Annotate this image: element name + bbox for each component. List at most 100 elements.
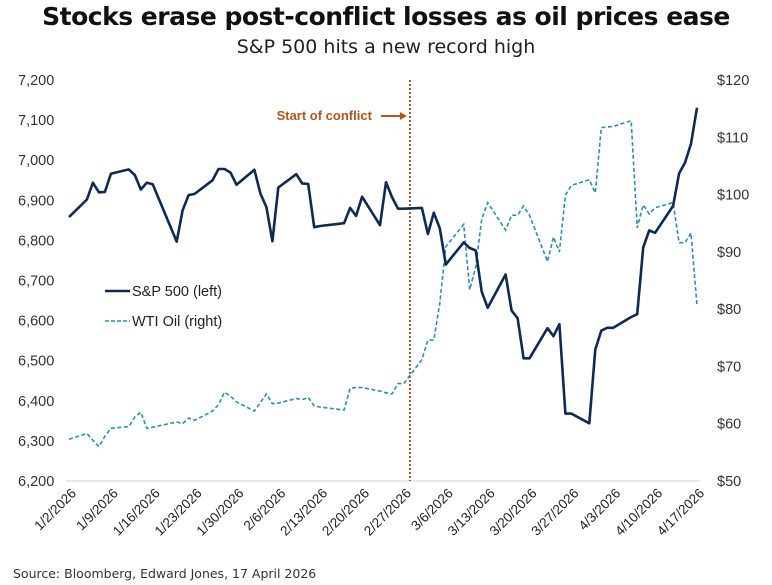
- data-point-sp500: [109, 172, 112, 175]
- data-point-sp500: [181, 209, 184, 212]
- data-point-sp500: [432, 211, 435, 214]
- data-point-sp500: [97, 191, 100, 194]
- data-point-oil: [642, 203, 645, 206]
- data-point-oil: [109, 427, 112, 430]
- left-y-tick-label: 6,300: [18, 434, 54, 450]
- data-point-oil: [355, 386, 358, 389]
- data-point-sp500: [271, 240, 274, 243]
- series-points: [68, 106, 699, 448]
- data-point-oil: [187, 417, 190, 420]
- data-point-sp500: [468, 247, 471, 250]
- data-point-sp500: [235, 183, 238, 186]
- data-point-oil: [127, 425, 130, 428]
- data-point-oil: [313, 405, 316, 408]
- data-point-oil: [438, 302, 441, 305]
- data-point-oil: [648, 213, 651, 216]
- left-y-tick-label: 6,400: [18, 394, 54, 410]
- data-point-oil: [558, 250, 561, 253]
- data-point-oil: [379, 390, 382, 393]
- data-point-sp500: [349, 206, 352, 209]
- data-point-oil: [678, 241, 681, 244]
- data-point-oil: [91, 439, 94, 442]
- data-point-sp500: [480, 290, 483, 293]
- data-point-sp500: [133, 174, 136, 177]
- legend-label-oil: WTI Oil (right): [132, 314, 222, 330]
- data-point-oil: [426, 339, 429, 342]
- data-point-oil: [516, 214, 519, 217]
- data-point-oil: [528, 214, 531, 217]
- data-point-sp500: [223, 168, 226, 171]
- data-point-oil: [217, 403, 220, 406]
- data-point-sp500: [546, 327, 549, 330]
- data-point-sp500: [510, 309, 513, 312]
- data-point-oil: [564, 194, 567, 197]
- data-point-sp500: [420, 206, 423, 209]
- data-point-oil: [630, 119, 633, 122]
- data-point-sp500: [319, 225, 322, 228]
- conflict-label: Start of conflict: [277, 108, 373, 123]
- data-point-oil: [103, 435, 106, 438]
- data-point-oil: [684, 241, 687, 244]
- data-point-sp500: [648, 229, 651, 232]
- source-note: Source: Bloomberg, Edward Jones, 17 Apri…: [13, 566, 317, 581]
- right-y-axis: $50 $60 $70 $80 $90 $100 $110 $120: [717, 73, 749, 490]
- data-point-sp500: [229, 171, 232, 174]
- data-point-sp500: [217, 168, 220, 171]
- data-point-sp500: [594, 348, 597, 351]
- data-point-oil: [85, 432, 88, 435]
- data-point-sp500: [552, 335, 555, 338]
- series-line-wti-oil: [68, 119, 698, 448]
- data-point-sp500: [612, 326, 615, 329]
- data-point-sp500: [277, 186, 280, 189]
- data-point-oil: [504, 229, 507, 232]
- data-point-oil: [151, 426, 154, 429]
- data-point-oil: [68, 438, 71, 441]
- data-point-oil: [444, 245, 447, 248]
- data-point-sp500: [307, 182, 310, 185]
- data-point-sp500: [379, 224, 382, 227]
- data-point-oil: [552, 236, 555, 239]
- data-point-sp500: [265, 206, 268, 209]
- data-point-sp500: [397, 207, 400, 210]
- data-point-sp500: [187, 194, 190, 197]
- left-y-tick-label: 6,600: [18, 314, 54, 330]
- data-point-sp500: [600, 329, 603, 332]
- data-point-sp500: [558, 323, 561, 326]
- series-line-sp500: [68, 107, 699, 425]
- data-point-sp500: [385, 181, 388, 184]
- data-point-sp500: [516, 317, 519, 320]
- data-point-sp500: [642, 246, 645, 249]
- data-point-oil: [588, 178, 591, 181]
- data-point-sp500: [522, 357, 525, 360]
- data-point-sp500: [486, 306, 489, 309]
- data-point-oil: [385, 391, 388, 394]
- conflict-arrow-head: [399, 112, 407, 120]
- data-point-sp500: [474, 249, 477, 252]
- data-point-oil: [223, 391, 226, 394]
- data-point-oil: [295, 397, 298, 400]
- data-point-sp500: [253, 168, 256, 171]
- data-point-sp500: [355, 214, 358, 217]
- data-point-sp500: [636, 313, 639, 316]
- data-point-sp500: [313, 226, 316, 229]
- data-point-sp500: [259, 192, 262, 195]
- data-point-sp500: [696, 106, 699, 109]
- data-point-sp500: [444, 263, 447, 266]
- data-point-sp500: [193, 192, 196, 195]
- left-y-tick-label: 6,800: [18, 233, 54, 249]
- chart-subtitle: S&P 500 hits a new record high: [236, 36, 536, 58]
- data-point-oil: [432, 339, 435, 342]
- data-point-oil: [468, 288, 471, 291]
- data-point-oil: [546, 260, 549, 263]
- data-point-sp500: [145, 181, 148, 184]
- data-point-sp500: [684, 161, 687, 164]
- data-point-oil: [486, 201, 489, 204]
- data-point-oil: [193, 419, 196, 422]
- data-point-sp500: [343, 222, 346, 225]
- data-point-oil: [139, 411, 142, 414]
- data-point-oil: [271, 402, 274, 405]
- left-y-tick-label: 7,200: [18, 73, 54, 89]
- data-point-sp500: [361, 195, 364, 198]
- right-y-tick-label: $50: [717, 474, 741, 490]
- data-point-sp500: [588, 422, 591, 425]
